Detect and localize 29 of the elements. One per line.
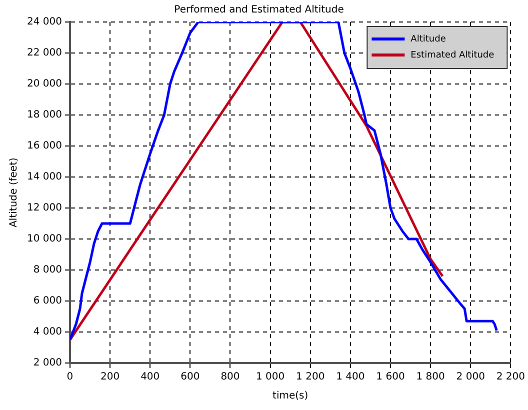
legend-label: Estimated Altitude xyxy=(410,50,495,60)
y-tick-label: 2 000 xyxy=(33,358,62,369)
y-tick-label: 8 000 xyxy=(33,264,62,276)
y-tick-label: 24 000 xyxy=(26,16,62,28)
y-tick-label: 22 000 xyxy=(26,48,62,59)
chart-title: Performed and Estimated Altitude xyxy=(174,4,344,16)
x-tick-label: 1 800 xyxy=(416,372,445,383)
x-tick-label: 1 000 xyxy=(256,372,285,383)
x-tick-label: 1 400 xyxy=(336,372,365,383)
x-tick-label: 1 600 xyxy=(376,372,405,383)
x-tick-label: 2 000 xyxy=(456,372,485,383)
x-axis-title: time(s) xyxy=(272,390,308,402)
y-axis-title: Altitude (feet) xyxy=(8,158,20,228)
x-tick-label: 200 xyxy=(100,372,120,383)
x-tick-label: 800 xyxy=(220,372,240,383)
x-tick-label: 600 xyxy=(180,372,200,383)
y-tick-label: 14 000 xyxy=(26,172,62,183)
x-tick-label: 2 200 xyxy=(496,372,526,383)
y-tick-label: 16 000 xyxy=(26,140,62,152)
y-tick-label: 10 000 xyxy=(26,234,62,245)
x-tick-label: 0 xyxy=(66,372,74,383)
y-tick-label: 20 000 xyxy=(26,78,62,90)
y-tick-label: 12 000 xyxy=(26,202,62,214)
y-tick-label: 6 000 xyxy=(33,296,62,307)
x-tick-label: 400 xyxy=(140,372,160,383)
y-tick-label: 18 000 xyxy=(26,110,62,121)
y-tick-label: 4 000 xyxy=(33,326,62,338)
x-tick-label: 1 200 xyxy=(296,372,325,383)
legend-label: Altitude xyxy=(410,34,446,44)
